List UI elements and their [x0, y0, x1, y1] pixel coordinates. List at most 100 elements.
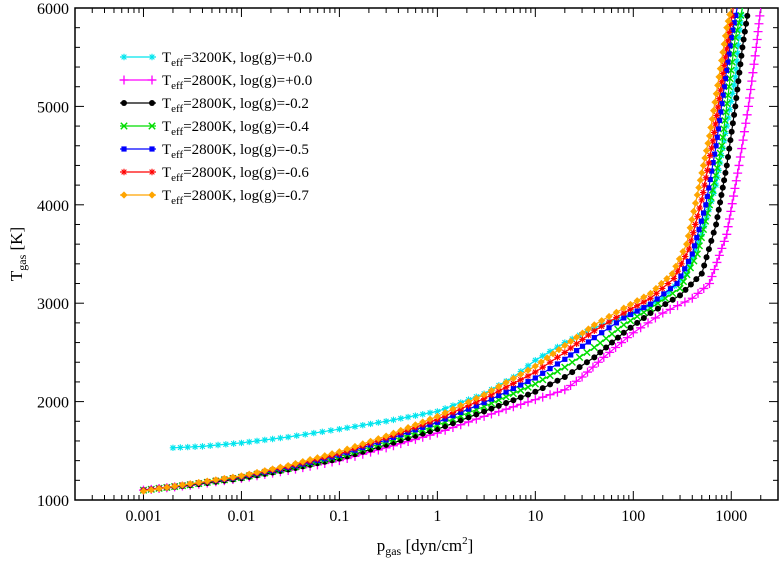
data-point: [488, 391, 495, 399]
data-point: [539, 363, 546, 371]
data-point: [689, 251, 695, 257]
data-point: [701, 154, 709, 162]
data-point: [659, 295, 666, 302]
data-point: [744, 12, 751, 19]
data-point: [657, 279, 666, 288]
data-point: [719, 133, 727, 142]
data-point: [605, 312, 613, 321]
data-point: [691, 243, 698, 249]
y-tick-label: 2000: [37, 395, 69, 412]
data-point: [699, 283, 709, 293]
data-point: [701, 262, 708, 269]
data-point: [562, 356, 568, 362]
data-point: [727, 98, 735, 105]
data-point: [724, 37, 732, 44]
data-point: [717, 243, 727, 253]
data-point: [723, 162, 730, 169]
data-point: [692, 246, 699, 254]
data-point: [434, 408, 441, 415]
data-point: [708, 237, 715, 244]
data-point: [641, 305, 647, 311]
data-point: [710, 160, 716, 166]
data-point: [597, 349, 604, 356]
data-point: [728, 128, 735, 135]
data-point: [714, 81, 722, 89]
data-point: [726, 10, 734, 19]
data-point: [727, 137, 734, 144]
legend-label: Teff=2800K, log(g)=+0.0: [162, 73, 312, 92]
data-point: [746, 85, 756, 95]
data-point: [517, 376, 524, 383]
data-point: [177, 444, 184, 451]
data-point: [705, 132, 714, 140]
data-point: [693, 191, 701, 199]
data-point: [732, 103, 739, 110]
data-point: [537, 358, 545, 366]
data-point: [579, 336, 586, 343]
data-point: [545, 390, 555, 400]
data-point: [449, 420, 456, 427]
data-point: [720, 92, 726, 98]
data-point: [523, 397, 533, 407]
data-point: [532, 388, 539, 395]
data-point: [659, 285, 666, 292]
data-point: [626, 300, 635, 309]
data-point: [148, 168, 156, 176]
data-point: [261, 467, 269, 475]
data-point: [397, 426, 405, 435]
data-point: [508, 402, 518, 412]
data-point: [222, 441, 230, 448]
data-point: [583, 367, 593, 377]
data-point: [591, 327, 598, 334]
data-point: [538, 392, 548, 402]
data-point: [613, 314, 620, 321]
data-point: [547, 366, 553, 372]
data-point: [705, 279, 715, 289]
legend-item-2: Teff=2800K, log(g)=+0.0: [119, 73, 312, 92]
data-point: [220, 474, 228, 483]
data-point: [707, 123, 715, 132]
data-point: [487, 387, 496, 395]
data-point: [753, 27, 763, 37]
data-point: [457, 417, 464, 424]
data-point: [679, 247, 687, 256]
data-point: [555, 346, 563, 354]
data-point: [633, 312, 641, 321]
data-point: [620, 304, 628, 312]
data-point: [532, 357, 539, 364]
data-point: [531, 362, 539, 370]
data-point: [735, 42, 742, 49]
data-point: [246, 438, 253, 446]
data-point: [525, 378, 531, 385]
data-point: [509, 374, 517, 383]
data-point: [343, 424, 351, 432]
data-point: [710, 129, 718, 136]
data-point: [583, 348, 591, 357]
data-point: [725, 29, 733, 36]
data-point: [237, 472, 246, 480]
data-point: [740, 36, 747, 43]
data-point: [620, 321, 628, 329]
data-point: [306, 456, 314, 464]
data-point: [734, 50, 741, 57]
data-point: [585, 339, 592, 345]
data-point: [465, 402, 472, 409]
data-point: [749, 59, 759, 69]
data-point: [734, 160, 744, 170]
data-point: [588, 362, 598, 372]
data-point: [284, 461, 292, 470]
data-point: [737, 61, 744, 68]
data-point: [722, 75, 729, 82]
data-point: [728, 13, 736, 20]
data-point: [720, 40, 728, 48]
data-point: [706, 185, 712, 191]
data-point: [725, 59, 731, 65]
data-point: [739, 44, 746, 51]
data-point: [751, 42, 761, 52]
data-point: [709, 137, 717, 145]
data-point: [727, 43, 733, 49]
data-point: [640, 298, 648, 306]
data-point: [672, 262, 680, 270]
data-point: [694, 235, 700, 241]
data-point: [722, 54, 729, 61]
